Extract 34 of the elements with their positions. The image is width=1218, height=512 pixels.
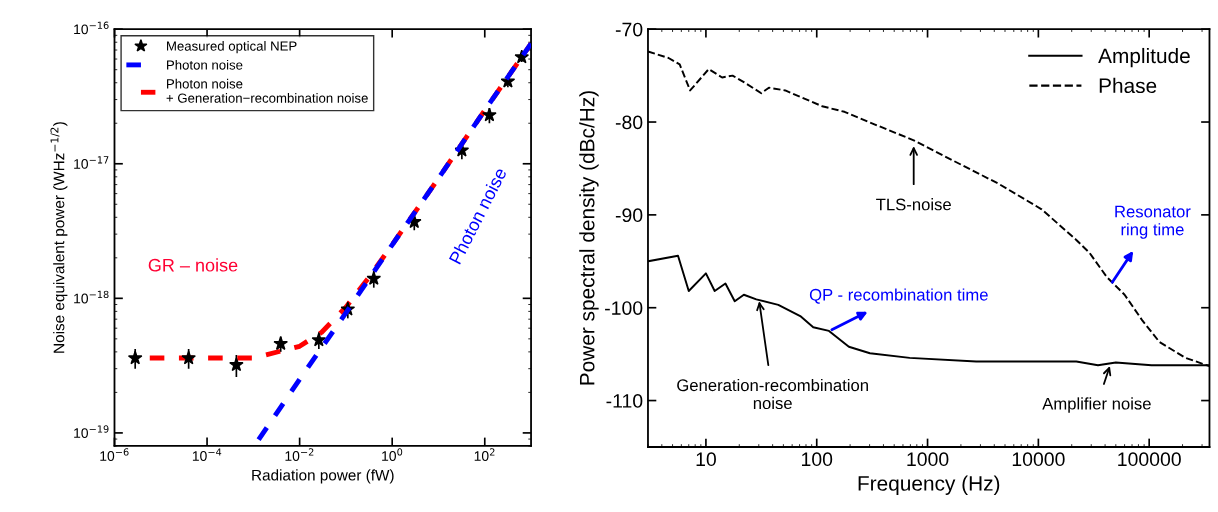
legend-label: Photon noise: [167, 59, 243, 70]
x-axis-title: Radiation power (fW): [252, 469, 394, 484]
y-tick-label: 10$^{−18}$: [74, 290, 109, 304]
y-tick-label: 10$^{−19}$: [74, 425, 109, 438]
annotation: Amplifier noise: [1042, 397, 1151, 413]
y-tick-label: 10$^{−17}$: [74, 156, 109, 169]
annotation: Generation-recombination noise: [677, 378, 868, 410]
y-tick-label: -70: [615, 22, 643, 37]
annotation: Resonator ring time: [1115, 205, 1191, 239]
x-tick-label: 100: [802, 452, 833, 467]
x-tick-label: 1000: [907, 452, 949, 467]
annotation: TLS-noise: [876, 198, 951, 211]
y-tick-label: 10$^{−16}$: [74, 21, 109, 35]
legend-label: Photon noise + Generation−recombination noise: [166, 78, 368, 103]
y-tick-label: -90: [615, 208, 643, 223]
annotation: GR – noise: [148, 258, 238, 272]
x-tick-label: 10: [696, 452, 716, 467]
legend-label: Measured optical NEP: [167, 41, 297, 54]
x-tick-label: 10$^{2}$: [474, 448, 495, 461]
x-tick-label: 10000: [1012, 452, 1065, 467]
y-tick-label: -110: [606, 394, 643, 408]
y-axis-title: Noise equivalent power (WHz$^{−1/2}$): [50, 122, 68, 353]
legend-label: Amplitude: [1098, 47, 1190, 68]
x-tick-label: 10$^{−2}$: [285, 448, 314, 461]
y-tick-label: -80: [615, 115, 643, 130]
x-tick-label: 100000: [1118, 452, 1181, 467]
legend-label: Phase: [1099, 77, 1157, 94]
x-tick-label: 10$^{0}$: [382, 448, 403, 461]
x-tick-label: 10$^{−6}$: [100, 448, 129, 461]
annotation: QP - recombination time: [809, 288, 988, 304]
x-tick-label: 10$^{−4}$: [192, 448, 222, 461]
y-tick-label: -100: [605, 301, 643, 315]
y-axis-title: Power spectral density (dBc/Hz): [579, 91, 599, 385]
x-axis-title: Frequency (Hz): [858, 475, 1000, 495]
